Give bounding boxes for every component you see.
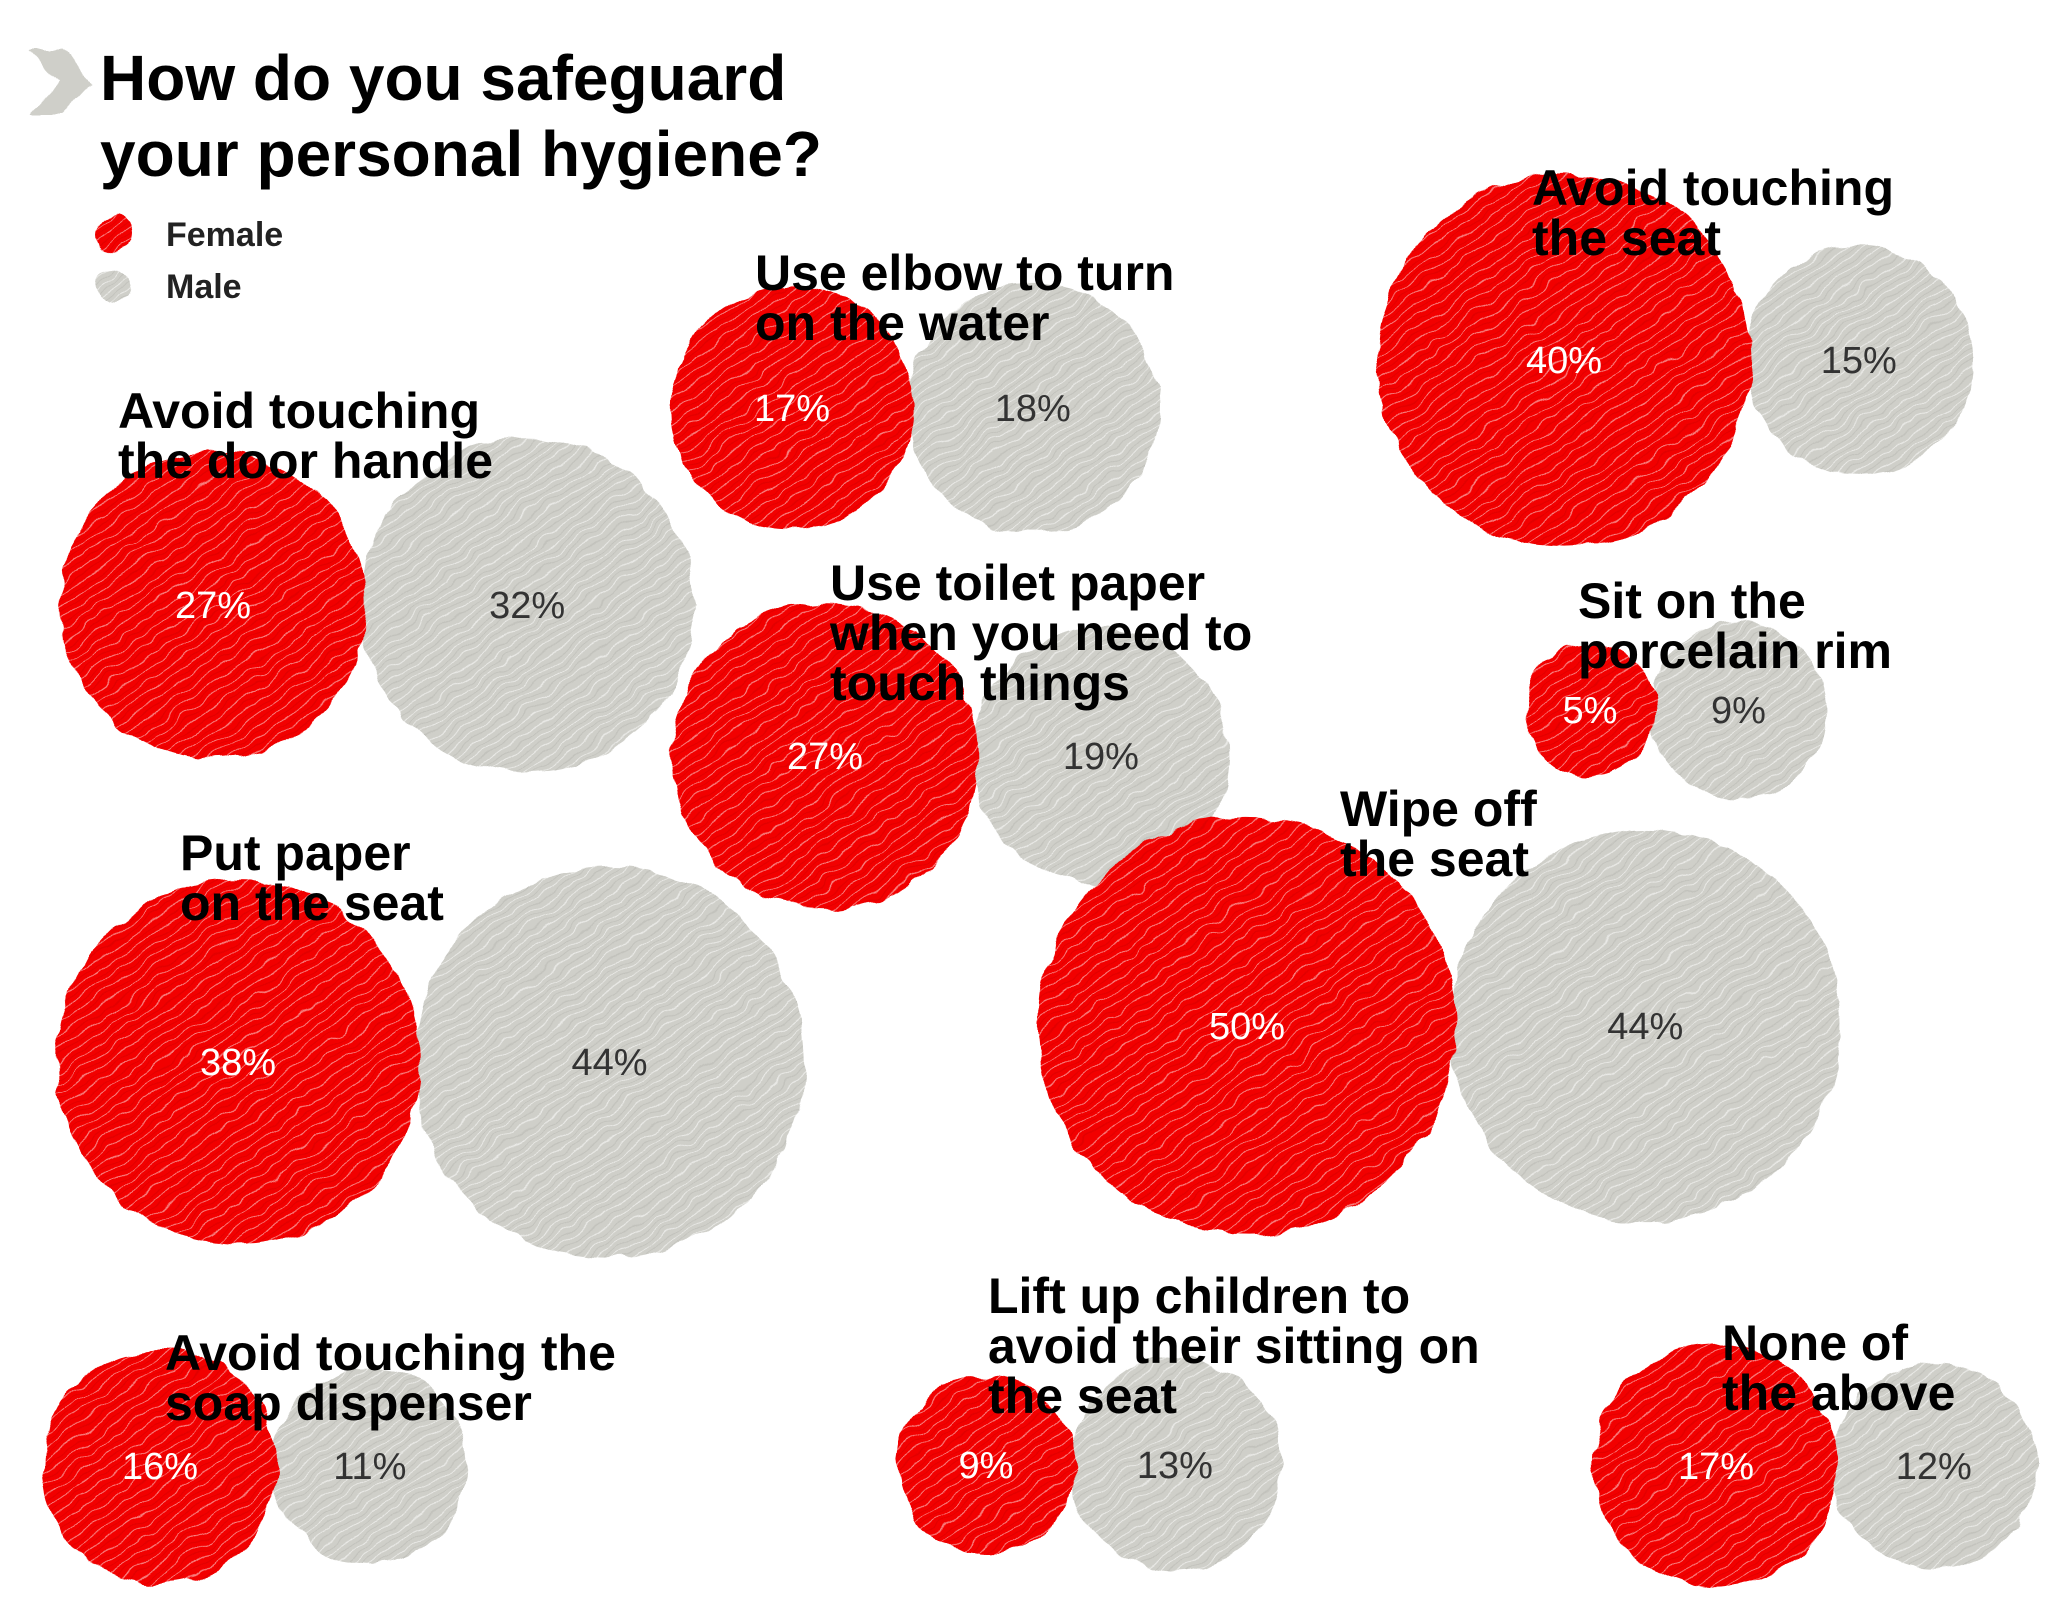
legend-label-female: Female bbox=[166, 216, 283, 254]
group-label-line: on the seat bbox=[180, 875, 444, 931]
value-label-female: 9% bbox=[959, 1445, 1014, 1487]
group-label-line: Use elbow to turn bbox=[755, 245, 1174, 301]
bubble-female bbox=[670, 286, 914, 530]
value-label-male: 11% bbox=[333, 1446, 406, 1488]
bubble-male bbox=[360, 438, 695, 772]
value-label-male: 18% bbox=[995, 388, 1071, 430]
group-label-line: None of bbox=[1722, 1315, 1908, 1371]
value-label-female: 17% bbox=[754, 388, 830, 430]
legend-swatch-female bbox=[95, 215, 133, 253]
group-label-line: the seat bbox=[1532, 210, 1721, 266]
legend: Female Male bbox=[95, 215, 283, 306]
value-label-male: 9% bbox=[1711, 690, 1766, 732]
bubble-female bbox=[42, 1348, 278, 1584]
group-label-line: touch things bbox=[830, 655, 1130, 711]
bubble-female bbox=[1377, 173, 1751, 547]
bubble-male bbox=[1831, 1363, 2037, 1569]
value-label-female: 50% bbox=[1209, 1006, 1285, 1048]
value-label-female: 17% bbox=[1678, 1446, 1754, 1488]
bubble-male bbox=[1744, 245, 1974, 475]
group-label-line: the above bbox=[1722, 1365, 1955, 1421]
group-label-line: the seat bbox=[988, 1368, 1177, 1424]
group-label-line: on the water bbox=[755, 295, 1049, 351]
group-label-line: Avoid touching bbox=[118, 383, 480, 439]
bubble-female bbox=[897, 1376, 1075, 1554]
group-label-line: Avoid touching the bbox=[165, 1325, 616, 1381]
bubble-female bbox=[59, 451, 367, 759]
group-label-line: avoid their sitting on bbox=[988, 1318, 1480, 1374]
chart-title: How do you safeguard your personal hygie… bbox=[100, 42, 822, 190]
group-label-line: Put paper bbox=[180, 825, 411, 881]
value-label-female: 40% bbox=[1526, 340, 1602, 382]
value-label-male: 32% bbox=[489, 585, 565, 627]
value-label-male: 19% bbox=[1063, 736, 1139, 778]
legend-swatch-male bbox=[95, 267, 133, 305]
legend-label-male: Male bbox=[166, 268, 242, 306]
bubble-female bbox=[56, 880, 420, 1244]
group-label-line: soap dispenser bbox=[165, 1375, 532, 1431]
group-label-line: Avoid touching bbox=[1532, 160, 1894, 216]
chevron-right-icon bbox=[30, 50, 92, 114]
group-label-line: porcelain rim bbox=[1578, 623, 1892, 679]
bubble-female bbox=[671, 602, 979, 910]
group-label-line: Wipe off bbox=[1340, 781, 1537, 837]
bubble-male bbox=[272, 1368, 468, 1564]
chart-title-line-1: How do you safeguard bbox=[100, 42, 786, 114]
value-label-female: 27% bbox=[175, 585, 251, 627]
group-label-line: Use toilet paper bbox=[830, 555, 1205, 611]
group-label-line: the seat bbox=[1340, 831, 1529, 887]
value-label-male: 44% bbox=[571, 1042, 647, 1084]
bubble-female bbox=[1594, 1344, 1838, 1588]
bubble-male bbox=[972, 627, 1230, 885]
group-label-line: Lift up children to bbox=[988, 1268, 1410, 1324]
value-label-male: 44% bbox=[1607, 1006, 1683, 1048]
value-label-male: 12% bbox=[1896, 1446, 1972, 1488]
value-label-male: 13% bbox=[1137, 1445, 1213, 1487]
bubble-male bbox=[1449, 830, 1841, 1222]
bubble-male bbox=[1649, 621, 1827, 799]
value-label-female: 16% bbox=[122, 1446, 198, 1488]
bubble-male bbox=[907, 282, 1158, 534]
bubble-female bbox=[1038, 817, 1456, 1235]
bubble-male bbox=[413, 866, 806, 1258]
group-label-line: Sit on the bbox=[1578, 573, 1806, 629]
value-label-female: 5% bbox=[1563, 690, 1618, 732]
value-label-female: 38% bbox=[200, 1042, 276, 1084]
value-label-male: 15% bbox=[1821, 340, 1897, 382]
group-label-line: when you need to bbox=[829, 605, 1252, 661]
value-label-female: 27% bbox=[787, 736, 863, 778]
bubble-male bbox=[1068, 1358, 1282, 1572]
bubble-female bbox=[1524, 644, 1656, 776]
chart-title-line-2: your personal hygiene? bbox=[100, 118, 822, 190]
group-label-line: the door handle bbox=[118, 433, 493, 489]
